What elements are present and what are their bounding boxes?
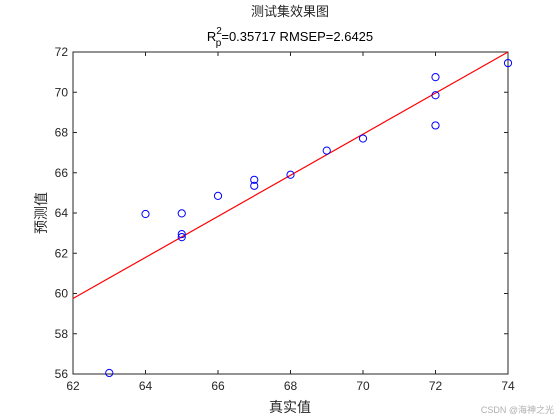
y-tick-label: 66: [55, 166, 69, 180]
x-tick-label: 68: [284, 379, 298, 393]
chart-title: 测试集效果图: [251, 4, 329, 20]
y-tick-label: 72: [55, 45, 69, 59]
y-tick-label: 68: [55, 126, 69, 140]
x-tick-label: 66: [211, 379, 225, 393]
x-tick-label: 62: [66, 379, 80, 393]
x-tick-label: 70: [356, 379, 370, 393]
y-axis-label: 预测值: [34, 192, 50, 234]
subtitle-stats: =0.35717 RMSEP=2.6425: [221, 29, 373, 44]
x-axis-label: 真实值: [269, 400, 311, 416]
x-tick-label: 64: [139, 379, 153, 393]
x-tick-label: 74: [501, 379, 515, 393]
watermark: CSDN @海神之光: [481, 404, 554, 415]
plot-area: [73, 52, 508, 374]
y-tick-label: 60: [55, 287, 69, 301]
y-tick-label: 58: [55, 327, 69, 341]
y-tick-label: 64: [55, 206, 69, 220]
y-tick-label: 62: [55, 246, 69, 260]
x-tick-label: 72: [429, 379, 443, 393]
y-tick-label: 70: [55, 85, 69, 99]
y-tick-label: 56: [55, 367, 69, 381]
chart-subtitle: R2 p=0.35717 RMSEP=2.6425: [207, 26, 373, 49]
